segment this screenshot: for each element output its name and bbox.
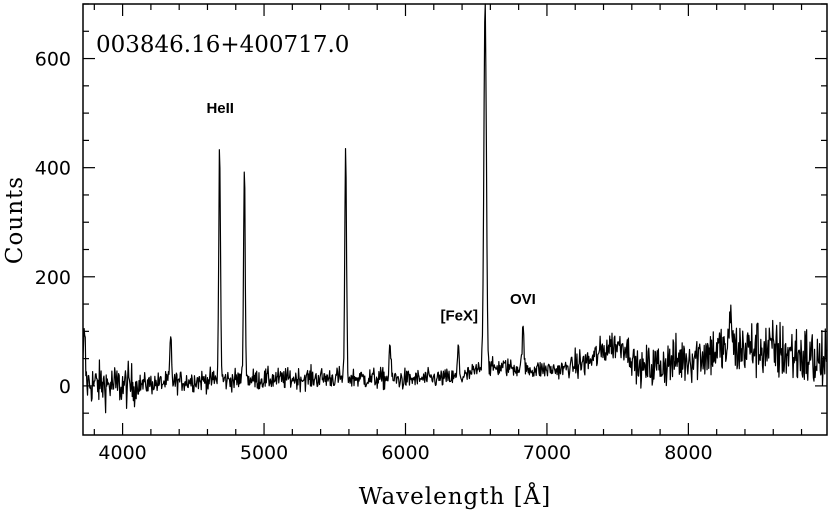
annotation-ovi: OVI — [510, 291, 536, 308]
y-tick-label: 0 — [59, 376, 71, 398]
axis-ticks — [83, 3, 827, 435]
annotation-fex: [FeX] — [440, 307, 478, 324]
annotation-heii: HeII — [206, 100, 234, 117]
y-tick-label: 400 — [35, 158, 71, 180]
line-annotations: HeII [FeX] OVI — [206, 100, 535, 324]
x-axis-label: Wavelength [Å] — [359, 482, 551, 510]
x-tick-label: 6000 — [381, 442, 429, 464]
y-tick-label: 600 — [35, 49, 71, 71]
x-tick-label: 8000 — [664, 442, 712, 464]
x-tick-label: 7000 — [523, 442, 571, 464]
chart-title: 003846.16+400717.0 — [96, 32, 349, 58]
y-axis-label: Counts — [2, 176, 28, 264]
tick-labels: 4000 5000 6000 7000 8000 0 200 400 600 — [35, 49, 713, 464]
y-tick-label: 200 — [35, 267, 71, 289]
x-tick-label: 4000 — [98, 442, 146, 464]
x-tick-label: 5000 — [240, 442, 288, 464]
plot-frame — [82, 3, 828, 436]
spectrum-series-line — [82, 3, 828, 414]
